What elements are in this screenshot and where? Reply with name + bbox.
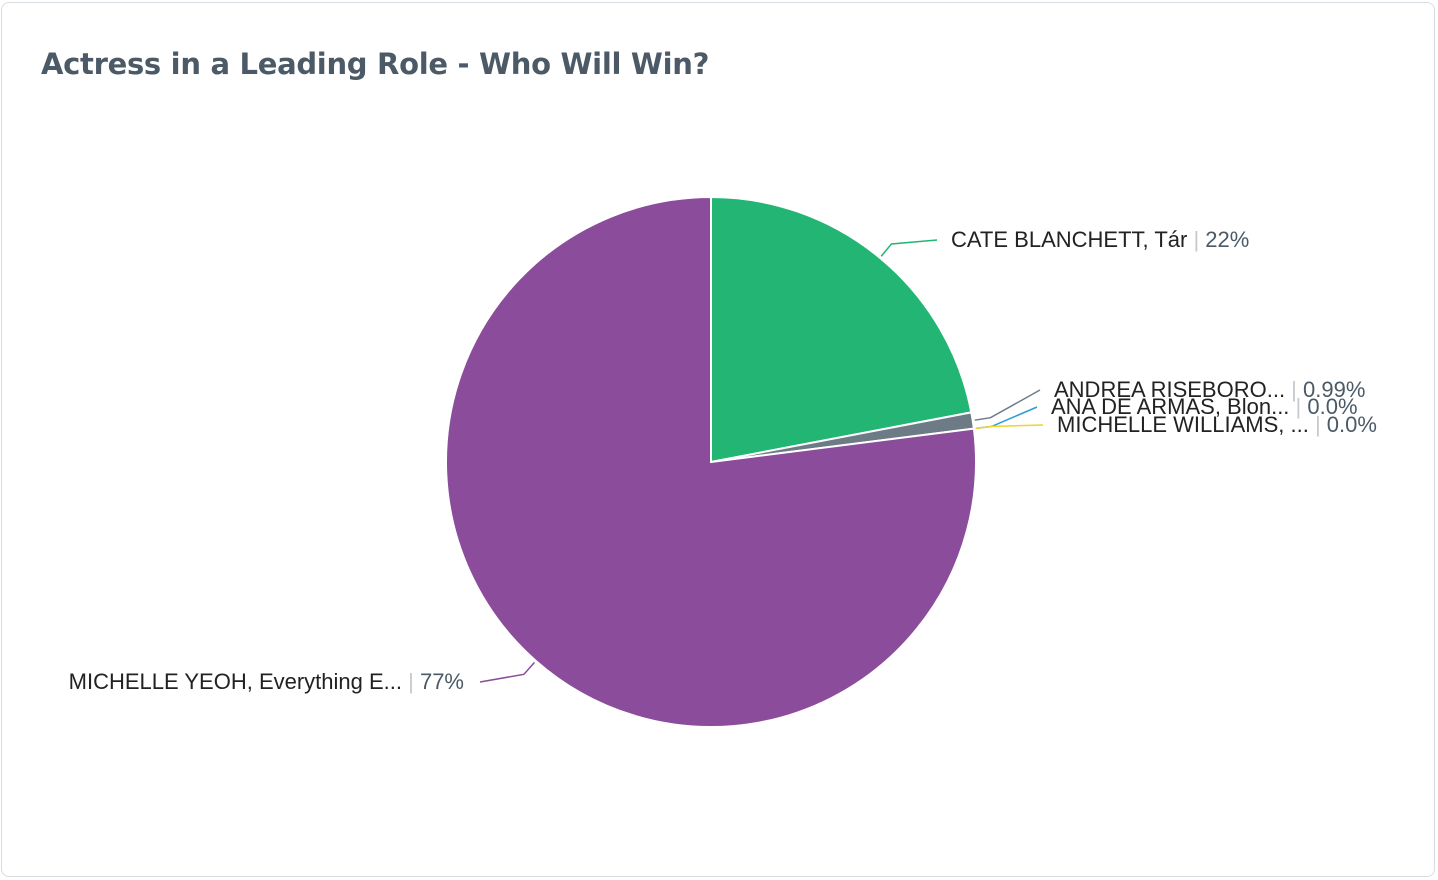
slice-label-andrea-riseboro: ANDREA RISEBORO... | 0.99% <box>1054 377 1365 402</box>
leader-lines <box>479 239 1044 683</box>
chart-title: Actress in a Leading Role - Who Will Win… <box>41 47 710 81</box>
leader-line-michelle-williams <box>975 424 1044 430</box>
slice-label-michelle-williams: MICHELLE WILLIAMS, ... | 0.0% <box>1057 412 1377 437</box>
slice-label-michelle-yeoh-everything-e: MICHELLE YEOH, Everything E... | 77% <box>69 669 464 694</box>
slice-label-ana-de-armas-blon: ANA DE ARMAS, Blon... | 0.0% <box>1051 394 1358 419</box>
slice-label-cate-blanchett-t-r: CATE BLANCHETT, Tár | 22% <box>951 227 1249 252</box>
slice-percent: 0.0% <box>1327 412 1377 437</box>
leader-line-cate-blanchett-t-r <box>880 239 938 257</box>
leader-line-andrea-riseboro <box>974 389 1041 421</box>
slice-michelle-yeoh-everything-e[interactable] <box>445 195 977 728</box>
slice-cate-blanchett-t-r[interactable] <box>710 195 973 464</box>
slice-percent: 0.99% <box>1303 377 1365 402</box>
slice-percent: 22% <box>1205 227 1249 252</box>
slice-labels: CATE BLANCHETT, Tár | 22% ANDREA RISEBORO… <box>69 227 1377 694</box>
leader-line-michelle-yeoh-everything-e <box>479 661 536 683</box>
pie-slices <box>445 195 977 728</box>
slice-percent: 77% <box>420 669 464 694</box>
pie-chart: CATE BLANCHETT, Tár | 22% ANDREA RISEBORO… <box>69 195 1377 728</box>
slice-percent: 0.0% <box>1307 394 1357 419</box>
